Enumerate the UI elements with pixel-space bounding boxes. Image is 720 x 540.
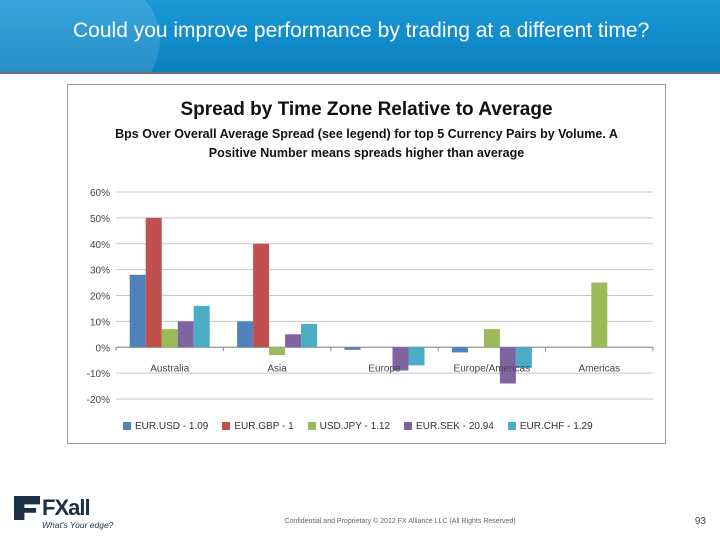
bar bbox=[408, 347, 425, 366]
bar bbox=[392, 347, 409, 371]
y-tick-label: -20% bbox=[87, 395, 110, 406]
legend-item: EUR.SEK - 20.94 bbox=[404, 418, 494, 434]
y-tick-label: 30% bbox=[90, 266, 110, 277]
legend-swatch bbox=[307, 422, 316, 430]
legend-swatch bbox=[123, 422, 131, 430]
bar bbox=[483, 329, 500, 348]
legend-label: EUR.USD - 1.09 bbox=[135, 420, 209, 432]
legend-label: EUR.GBP - 1 bbox=[234, 420, 294, 432]
x-category-label: Americas bbox=[578, 363, 620, 374]
bar bbox=[285, 334, 302, 348]
fxall-logo: FXall What's Your edge? bbox=[14, 495, 114, 530]
bar bbox=[161, 329, 178, 348]
bar bbox=[301, 323, 318, 348]
legend-swatch bbox=[404, 422, 413, 430]
chart-legend: EUR.USD - 1.09 EUR.GBP - 1 USD.JPY - 1.12 E… bbox=[123, 418, 643, 434]
bar bbox=[269, 347, 286, 356]
chart-subtitle: Bps Over Overall Average Spread (see leg… bbox=[115, 127, 618, 160]
bar bbox=[499, 347, 516, 384]
bar bbox=[253, 243, 270, 348]
legend-item: EUR.GBP - 1 bbox=[222, 418, 294, 434]
slide-header: Could you improve performance by trading… bbox=[0, 0, 720, 72]
y-tick-label: 0% bbox=[96, 343, 111, 354]
bar bbox=[129, 274, 146, 348]
bar bbox=[344, 347, 361, 350]
bar bbox=[145, 217, 162, 348]
y-tick-label: -10% bbox=[87, 369, 110, 380]
fxall-logo-mark-icon bbox=[14, 496, 40, 520]
y-tick-label: 10% bbox=[90, 317, 110, 328]
x-category-label: Europe/Americas bbox=[454, 363, 531, 374]
logo-name: FXall bbox=[42, 495, 91, 520]
legend-label: EUR.SEK - 20.94 bbox=[416, 420, 494, 432]
bar bbox=[515, 347, 532, 368]
slide-title: Could you improve performance by trading… bbox=[73, 19, 650, 42]
footer-copyright: Confidential and Proprietary © 2012 FX A… bbox=[284, 518, 516, 525]
bar bbox=[177, 321, 194, 348]
y-tick-label: 40% bbox=[90, 240, 110, 251]
bar bbox=[451, 347, 468, 353]
y-tick-label: 20% bbox=[90, 292, 110, 303]
x-category-label: Asia bbox=[267, 363, 287, 374]
legend-swatch bbox=[507, 422, 516, 430]
bar-chart: 60% 50% 40% 30% 20% 10% 0% -10% -20% Australia Asi… bbox=[87, 188, 654, 406]
page-number: 93 bbox=[694, 516, 706, 527]
x-category-label: Europe bbox=[368, 363, 401, 374]
legend-item: EUR.USD - 1.09 bbox=[123, 418, 208, 434]
logo-tagline: What's Your edge? bbox=[42, 520, 114, 530]
chart-title: Spread by Time Zone Relative to Average bbox=[180, 99, 553, 120]
bar bbox=[591, 282, 608, 348]
legend-label: USD.JPY - 1.12 bbox=[319, 420, 391, 432]
legend-item: EUR.CHF - 1.29 bbox=[507, 418, 593, 434]
y-tick-label: 50% bbox=[90, 214, 110, 225]
bar bbox=[193, 305, 210, 348]
chart-frame: Spread by Time Zone Relative to Average … bbox=[67, 84, 666, 444]
y-tick-label: 60% bbox=[90, 188, 110, 199]
legend-label: EUR.CHF - 1.29 bbox=[519, 420, 593, 432]
header-divider bbox=[0, 72, 720, 74]
legend-swatch bbox=[222, 422, 231, 430]
header-swoosh-decoration bbox=[0, 0, 160, 72]
bar bbox=[237, 321, 254, 348]
x-category-label: Australia bbox=[150, 363, 189, 374]
legend-item: USD.JPY - 1.12 bbox=[307, 418, 391, 434]
